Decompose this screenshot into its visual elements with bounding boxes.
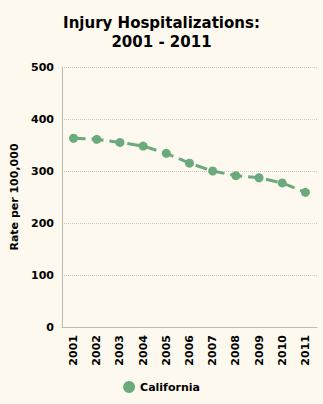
svg-text:100: 100 (31, 269, 54, 282)
svg-text:2010: 2010 (276, 335, 289, 366)
svg-text:300: 300 (31, 165, 54, 178)
svg-text:2004: 2004 (137, 335, 150, 366)
svg-text:400: 400 (31, 113, 54, 126)
svg-text:California: California (140, 381, 200, 394)
svg-text:2009: 2009 (253, 335, 266, 366)
svg-text:2008: 2008 (229, 335, 242, 366)
svg-text:2003: 2003 (113, 335, 126, 366)
svg-text:Injury Hospitalizations:: Injury Hospitalizations: (63, 14, 260, 32)
svg-text:2002: 2002 (90, 335, 103, 366)
svg-text:200: 200 (31, 217, 54, 230)
svg-text:2005: 2005 (160, 335, 173, 366)
svg-text:0: 0 (46, 321, 54, 334)
svg-text:500: 500 (31, 61, 54, 74)
svg-text:2001 - 2011: 2001 - 2011 (111, 33, 211, 51)
svg-text:2006: 2006 (183, 335, 196, 366)
svg-text:2007: 2007 (206, 335, 219, 366)
svg-text:2001: 2001 (67, 335, 80, 366)
svg-text:Rate per 100,000: Rate per 100,000 (8, 143, 21, 250)
svg-text:2011: 2011 (299, 335, 312, 366)
